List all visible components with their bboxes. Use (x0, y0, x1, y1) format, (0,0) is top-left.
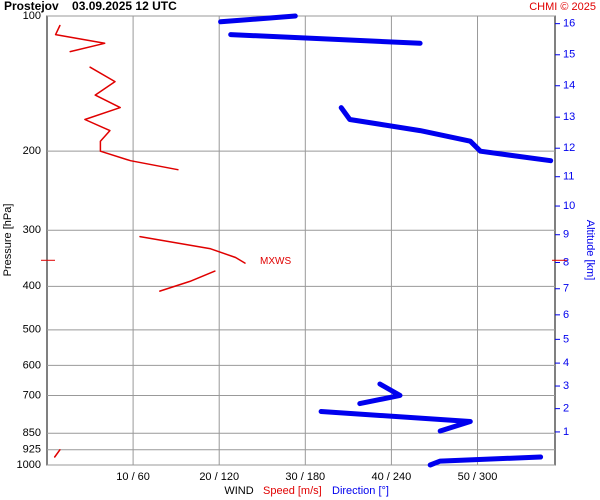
y-tick-label: 100 (23, 10, 41, 22)
x-tick-label: 40 / 240 (372, 471, 412, 483)
y-tick-label: 300 (23, 224, 41, 236)
y2-tick-label: 16 (563, 18, 575, 30)
y-axis-label: Pressure [hPa] (2, 204, 14, 277)
y-tick-label: 850 (23, 427, 41, 439)
y2-tick-label: 12 (563, 142, 575, 154)
y-tick-label: 600 (23, 359, 41, 371)
y2-tick-label: 15 (563, 49, 575, 61)
series-line (218, 13, 554, 468)
x-tick-label: 30 / 180 (285, 471, 325, 483)
y2-tick-label: 4 (563, 357, 569, 369)
y-tick-label: 700 (23, 389, 41, 401)
legend-entry: Speed [m/s] (263, 485, 322, 497)
series-line (52, 26, 245, 466)
y2-tick-label: 1 (563, 426, 569, 438)
y2-tick-label: 8 (563, 256, 569, 268)
y2-tick-label: 11 (563, 171, 574, 183)
x-tick-label: 10 / 60 (116, 471, 150, 483)
x-axis-label: WIND (224, 485, 253, 497)
legend-entry: Direction [°] (332, 485, 389, 497)
y2-tick-label: 7 (563, 283, 569, 295)
y-tick-label: 400 (23, 280, 41, 292)
y-tick-label: 500 (23, 324, 41, 336)
y2-tick-label: 10 (563, 200, 575, 212)
y2-tick-label: 5 (563, 333, 569, 345)
credit: CHMI © 2025 (529, 1, 596, 13)
y2-axis-label: Altitude [km] (584, 220, 596, 281)
y-tick-label: 925 (23, 444, 41, 456)
y2-tick-label: 3 (563, 380, 569, 392)
x-tick-label: 50 / 300 (458, 471, 498, 483)
y-tick-label: 1000 (17, 459, 41, 471)
plot-frame (46, 15, 556, 466)
y2-tick-label: 6 (563, 309, 569, 321)
y2-tick-label: 13 (563, 111, 575, 123)
y2-tick-label: 2 (563, 403, 569, 415)
chart-title: Prostejov 03.09.2025 12 UTC (4, 0, 177, 13)
y2-tick-label: 14 (563, 80, 575, 92)
y-tick-label: 200 (23, 145, 41, 157)
x-tick-label: 20 / 120 (199, 471, 239, 483)
annotation-label: MXWS (260, 256, 291, 267)
y2-tick-label: 9 (563, 229, 569, 241)
